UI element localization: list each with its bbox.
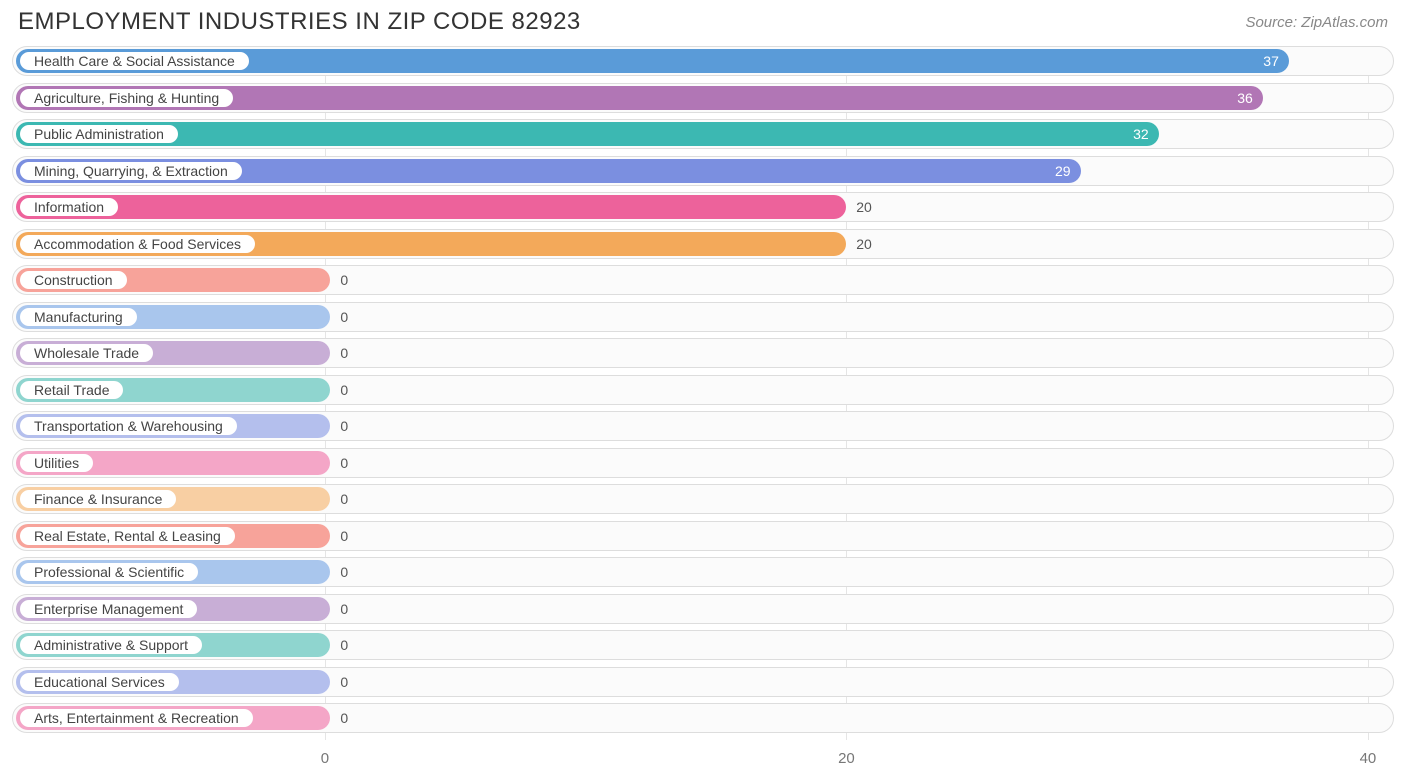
bar-value: 0	[330, 376, 358, 404]
bar-row: Finance & Insurance 0	[12, 484, 1394, 514]
x-axis: 0 20 40	[12, 746, 1394, 770]
bar-row: Accommodation & Food Services 20	[12, 229, 1394, 259]
bar-row: Manufacturing 0	[12, 302, 1394, 332]
bar-label: Real Estate, Rental & Leasing	[19, 526, 236, 546]
bar-value: 0	[330, 522, 358, 550]
bar-value: 0	[330, 704, 358, 732]
bar-row: Arts, Entertainment & Recreation 0	[12, 703, 1394, 733]
bar-value: 0	[330, 631, 358, 659]
bar-label: Educational Services	[19, 672, 180, 692]
bar-row: Enterprise Management 0	[12, 594, 1394, 624]
bar-value: 0	[330, 412, 358, 440]
bar-value: 0	[330, 485, 358, 513]
bar-value: 0	[330, 449, 358, 477]
bar-row: Transportation & Warehousing 0	[12, 411, 1394, 441]
bar-label: Manufacturing	[19, 307, 138, 327]
bar-label: Construction	[19, 270, 128, 290]
bar-label: Professional & Scientific	[19, 562, 199, 582]
bar-label: Enterprise Management	[19, 599, 198, 619]
bar-value: 0	[330, 266, 358, 294]
bar-fill	[16, 122, 1159, 146]
bar-label: Finance & Insurance	[19, 489, 177, 509]
bar-row: Educational Services 0	[12, 667, 1394, 697]
bar-row: Retail Trade 0	[12, 375, 1394, 405]
bar-label: Public Administration	[19, 124, 179, 144]
bar-label: Health Care & Social Assistance	[19, 51, 250, 71]
bar-value: 20	[846, 193, 882, 221]
bar-row: Public Administration 32	[12, 119, 1394, 149]
axis-tick: 40	[1360, 750, 1377, 767]
bar-value: 0	[330, 558, 358, 586]
bar-label: Arts, Entertainment & Recreation	[19, 708, 254, 728]
chart-header: EMPLOYMENT INDUSTRIES IN ZIP CODE 82923 …	[0, 0, 1406, 46]
bar-row: Mining, Quarrying, & Extraction 29	[12, 156, 1394, 186]
bar-value: 0	[330, 595, 358, 623]
bar-value: 32	[1123, 120, 1159, 148]
bar-value: 0	[330, 339, 358, 367]
bar-label: Agriculture, Fishing & Hunting	[19, 88, 234, 108]
axis-tick: 0	[321, 750, 329, 767]
chart-area: Health Care & Social Assistance 37 Agricul…	[12, 46, 1394, 770]
bar-fill	[16, 195, 846, 219]
bar-label: Transportation & Warehousing	[19, 416, 238, 436]
bar-label: Mining, Quarrying, & Extraction	[19, 161, 243, 181]
bar-row: Real Estate, Rental & Leasing 0	[12, 521, 1394, 551]
bar-row: Information 20	[12, 192, 1394, 222]
bar-label: Utilities	[19, 453, 94, 473]
bar-value: 20	[846, 230, 882, 258]
chart-source: Source: ZipAtlas.com	[1245, 14, 1388, 31]
bar-row: Construction 0	[12, 265, 1394, 295]
bar-value: 0	[330, 303, 358, 331]
bar-row: Administrative & Support 0	[12, 630, 1394, 660]
bar-value: 0	[330, 668, 358, 696]
bar-value: 37	[1253, 47, 1289, 75]
bar-label: Retail Trade	[19, 380, 124, 400]
bar-row: Health Care & Social Assistance 37	[12, 46, 1394, 76]
bar-value: 36	[1227, 84, 1263, 112]
chart-title: EMPLOYMENT INDUSTRIES IN ZIP CODE 82923	[18, 8, 581, 36]
bar-row: Professional & Scientific 0	[12, 557, 1394, 587]
axis-tick: 20	[838, 750, 855, 767]
bar-label: Accommodation & Food Services	[19, 234, 256, 254]
bar-row: Agriculture, Fishing & Hunting 36	[12, 83, 1394, 113]
bar-row: Utilities 0	[12, 448, 1394, 478]
bar-value: 29	[1045, 157, 1081, 185]
bar-label: Wholesale Trade	[19, 343, 154, 363]
bar-label: Administrative & Support	[19, 635, 203, 655]
bar-label: Information	[19, 197, 119, 217]
bar-row: Wholesale Trade 0	[12, 338, 1394, 368]
